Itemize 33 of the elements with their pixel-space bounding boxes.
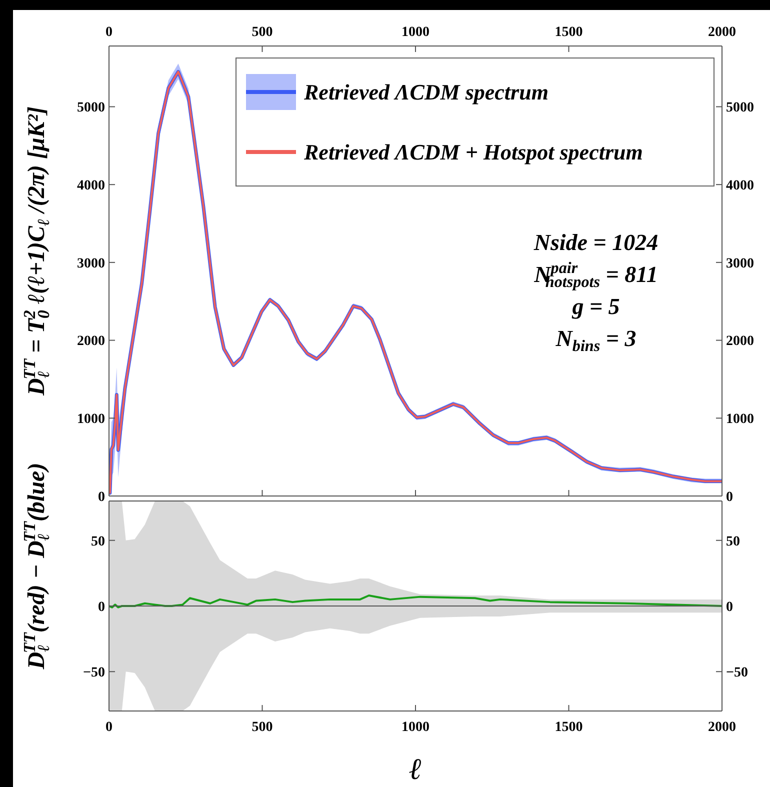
y2-tick-label: 5000 xyxy=(726,100,754,116)
annotation: N$^{pair}$$_{hotspots}$ = 811 xyxy=(533,260,658,291)
x2-tick-label: 2000 xyxy=(708,25,736,40)
y-tick-label: 3000 xyxy=(77,256,105,272)
x2-tick-label: 1500 xyxy=(554,25,583,40)
x2-tick-label: 1000 xyxy=(402,25,430,40)
y-tick-label: 5000 xyxy=(77,100,105,116)
y-tick-label: 0 xyxy=(98,490,105,505)
x-tick-label: 1000 xyxy=(402,720,430,735)
annotation: N$_{bins}$ = 3 xyxy=(554,326,636,355)
annotation: Nside = 1024 xyxy=(532,230,658,255)
y-tick-label: 0 xyxy=(98,600,105,615)
y2-tick-label: 0 xyxy=(726,600,733,615)
x-tick-label: 500 xyxy=(252,720,273,735)
y2-tick-label: 4000 xyxy=(726,178,754,194)
x-tick-label: 2000 xyxy=(708,720,736,735)
legend-label: Retrieved ΛCDM spectrum xyxy=(303,80,548,105)
y2-tick-label: −50 xyxy=(726,666,748,681)
y2-tick-label: 1000 xyxy=(726,412,754,428)
y2-tick-label: 0 xyxy=(726,490,733,505)
x-tick-label: 1500 xyxy=(554,720,583,735)
y-tick-label: 1000 xyxy=(77,412,105,428)
y-tick-label: 2000 xyxy=(77,334,105,350)
x2-tick-label: 500 xyxy=(252,25,273,40)
x-axis-title: ℓ xyxy=(409,753,422,786)
y2-tick-label: 50 xyxy=(726,534,740,550)
y-tick-label: 50 xyxy=(91,534,105,550)
y-tick-label: −50 xyxy=(83,666,105,681)
legend-label: Retrieved ΛCDM + Hotspot spectrum xyxy=(303,140,643,165)
y2-tick-label: 3000 xyxy=(726,256,754,272)
annotation: g = 5 xyxy=(571,294,620,319)
y-tick-label: 4000 xyxy=(77,178,105,194)
y2-tick-label: 2000 xyxy=(726,334,754,350)
